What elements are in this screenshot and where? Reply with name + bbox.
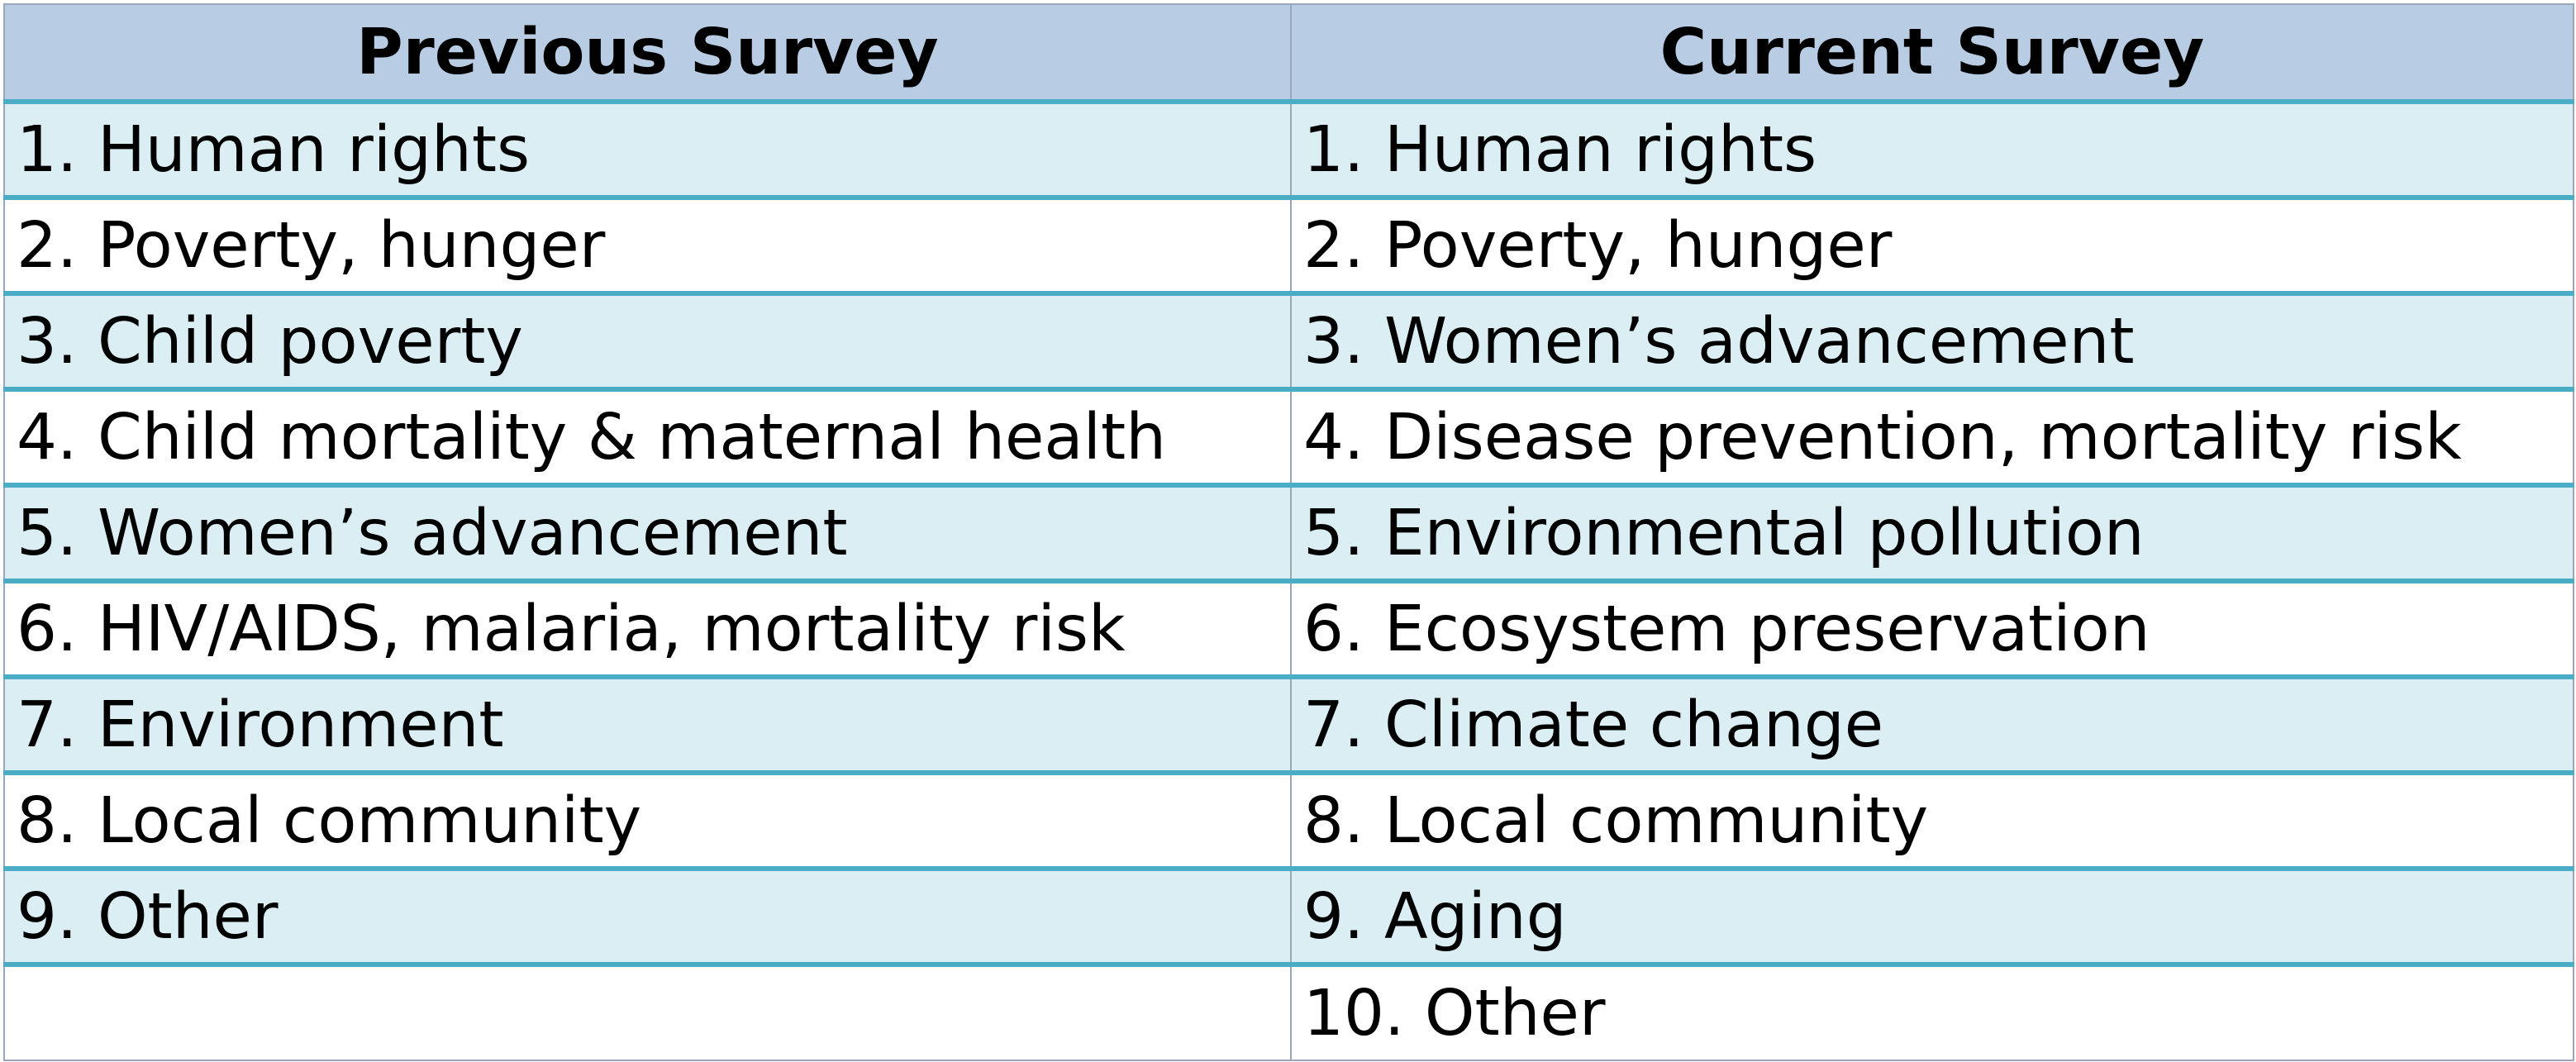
previous-survey-cell: 1. Human rights [3,102,1292,200]
current-survey-cell: 10. Other [1291,964,2574,1061]
current-survey-cell: 3. Women’s advancement [1291,293,2574,392]
current-survey-cell: 2. Poverty, hunger [1291,198,2574,296]
previous-survey-cell: 8. Local community [3,773,1292,871]
table-row: 6. HIV/AIDS, malaria, mortality risk 6. … [3,581,2574,679]
table-row: 3. Child poverty 3. Women’s advancement [3,293,2574,392]
table-row: 5. Women’s advancement 5. Environmental … [3,485,2574,583]
table-row: 9. Other 9. Aging [3,869,2574,967]
previous-survey-cell: 9. Other [3,869,1292,967]
current-survey-cell: 9. Aging [1291,869,2574,967]
table-row: 7. Environment 7. Climate change [3,677,2574,775]
previous-survey-cell: 4. Child mortality & maternal health [3,389,1292,488]
table-row: 8. Local community 8. Local community [3,773,2574,871]
table-row: 10. Other [3,964,2574,1061]
table-row: 1. Human rights 1. Human rights [3,102,2574,200]
previous-survey-cell [3,964,1292,1061]
previous-survey-cell: 3. Child poverty [3,293,1292,392]
previous-survey-cell: 2. Poverty, hunger [3,198,1292,296]
table-header-row: Previous Survey Current Survey [3,3,2574,104]
current-survey-cell: 1. Human rights [1291,102,2574,200]
previous-survey-cell: 5. Women’s advancement [3,485,1292,583]
table-row: 2. Poverty, hunger 2. Poverty, hunger [3,198,2574,296]
header-previous-survey: Previous Survey [3,3,1292,104]
survey-comparison-table: Previous Survey Current Survey 1. Human … [3,3,2574,1061]
previous-survey-cell: 7. Environment [3,677,1292,775]
current-survey-cell: 7. Climate change [1291,677,2574,775]
current-survey-cell: 4. Disease prevention, mortality risk [1291,389,2574,488]
header-current-survey: Current Survey [1291,3,2574,104]
current-survey-cell: 8. Local community [1291,773,2574,871]
current-survey-cell: 6. Ecosystem preservation [1291,581,2574,679]
previous-survey-cell: 6. HIV/AIDS, malaria, mortality risk [3,581,1292,679]
current-survey-cell: 5. Environmental pollution [1291,485,2574,583]
table-row: 4. Child mortality & maternal health 4. … [3,389,2574,488]
